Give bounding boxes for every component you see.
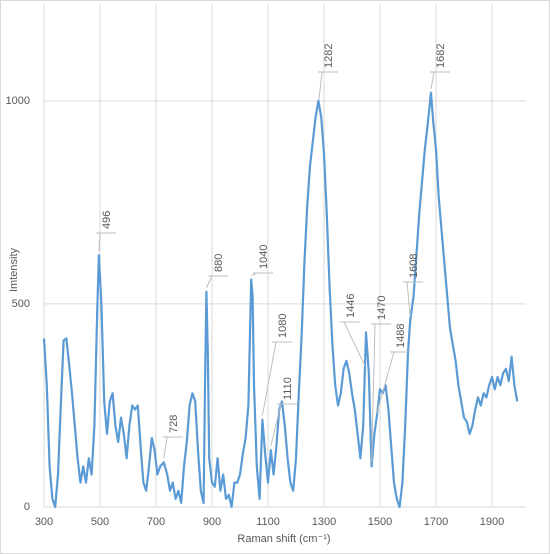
annotation-label: 1470: [376, 296, 388, 320]
annotation-leader: [430, 71, 435, 89]
annotation-leader: [261, 341, 277, 416]
y-axis-title: Imtensity: [8, 247, 20, 292]
y-tick-label: 500: [12, 298, 30, 310]
annotation-label: 728: [168, 415, 180, 433]
annotation-label: 1080: [277, 314, 289, 338]
annotation-label: 880: [213, 254, 225, 272]
x-axis-title: Raman shift (cm⁻¹): [237, 533, 330, 545]
x-tick-label: 1500: [368, 516, 392, 528]
annotation-leader: [98, 232, 101, 252]
x-tick-label: 300: [35, 516, 53, 528]
annotation-label: 1446: [345, 294, 357, 318]
y-tick-label: 1000: [6, 95, 30, 107]
annotation-leader: [406, 281, 411, 317]
annotation-leader: [270, 403, 282, 447]
x-tick-label: 500: [91, 516, 109, 528]
annotation-label: 1110: [282, 377, 294, 400]
x-tick-label: 700: [147, 516, 165, 528]
spectrum-line: [42, 91, 519, 509]
annotation-leader: [376, 351, 395, 414]
annotation-label: 1488: [395, 324, 407, 348]
annotation-leader: [205, 275, 213, 288]
annotation-label: 1682: [435, 44, 447, 68]
annotation-leader: [318, 71, 323, 101]
x-tick-label: 1300: [312, 516, 336, 528]
annotation-label: 1040: [258, 245, 270, 269]
y-tick-label: 0: [24, 501, 30, 513]
x-tick-label: 1100: [256, 516, 280, 528]
annotation-label: 1282: [323, 44, 335, 68]
annotation-leader: [163, 436, 168, 459]
annotation-leader: [371, 323, 376, 463]
x-tick-label: 1700: [424, 516, 448, 528]
x-tick-label: 900: [203, 516, 221, 528]
annotation-label: 1608: [408, 254, 420, 278]
annotation-label: 496: [101, 211, 113, 229]
annotation-leader: [343, 321, 366, 366]
x-tick-label: 1900: [480, 516, 504, 528]
